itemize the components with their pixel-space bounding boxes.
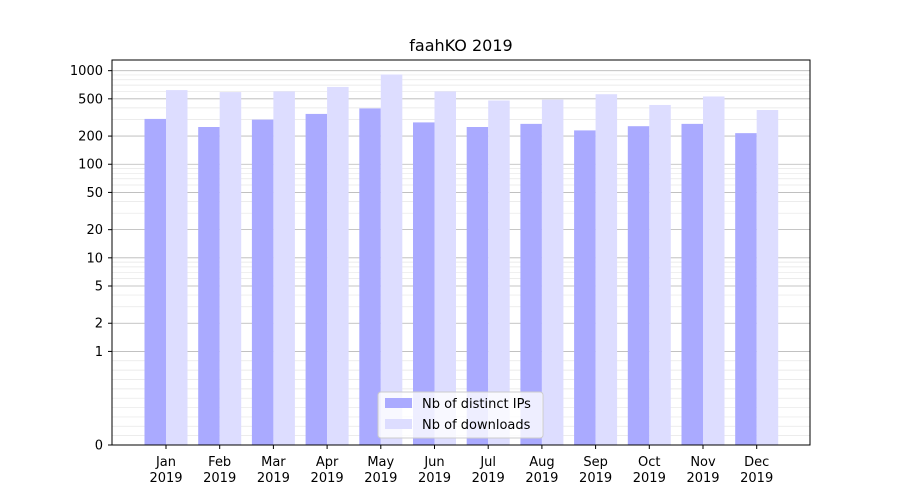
y-axis: 0 1 2 5 10 20 50 100 200 500 1000 (70, 64, 112, 454)
bar (520, 123, 542, 445)
bar (649, 104, 671, 445)
x-tick-label: Jan 2019 (149, 455, 182, 486)
x-tick-label: May 2019 (364, 455, 397, 486)
bar (574, 130, 596, 446)
legend-label: Nb of distinct IPs (422, 397, 531, 412)
bar (359, 108, 381, 446)
legend-swatch (385, 398, 412, 408)
y-tick-label: 500 (78, 92, 103, 107)
bar (541, 99, 564, 445)
x-tick-label: Jun 2019 (418, 455, 451, 486)
bar (434, 91, 456, 445)
y-tick-label: 2 (95, 317, 103, 332)
bar (251, 119, 274, 446)
bar (595, 94, 618, 445)
bar (144, 118, 166, 445)
legend-box (377, 391, 544, 439)
legend: Nb of distinct IPs Nb of downloads (377, 391, 544, 439)
x-tick-label: Aug 2019 (525, 455, 558, 486)
x-tick-label: Feb 2019 (203, 455, 236, 486)
bar (703, 96, 725, 446)
x-axis: Jan 2019 Feb 2019 Mar 2019 Apr 2019 May 2019 Jun 20… (149, 445, 773, 486)
chart-title: faahKO 2019 (409, 36, 512, 55)
bar (380, 74, 403, 446)
y-tick-label: 20 (86, 223, 103, 238)
plot-frame (111, 59, 811, 446)
bar (735, 133, 757, 446)
bar (627, 126, 650, 445)
bar (413, 122, 435, 445)
y-tick-label: 200 (78, 130, 103, 145)
y-tick-label: 1 (95, 345, 103, 360)
bar (466, 127, 489, 445)
x-tick-label: Jul 2019 (472, 455, 505, 486)
bar (166, 90, 188, 445)
y-tick-label: 1000 (70, 64, 103, 79)
bar (198, 127, 220, 445)
legend-label: Nb of downloads (422, 418, 531, 433)
bar (273, 91, 295, 445)
x-tick-label: Mar 2019 (257, 455, 290, 486)
bars (144, 74, 779, 446)
y-tick-label: 10 (86, 251, 103, 266)
bar (488, 100, 510, 445)
y-tick-label: 5 (95, 280, 103, 295)
x-tick-label: Nov 2019 (686, 455, 719, 486)
bar (327, 86, 349, 445)
bar (219, 92, 242, 446)
x-tick-label: Sep 2019 (579, 455, 612, 486)
bar (681, 123, 703, 445)
y-tick-label: 0 (95, 439, 103, 454)
legend-swatch (385, 419, 412, 429)
y-tick-label: 100 (78, 158, 103, 173)
y-tick-label: 50 (86, 186, 103, 201)
bar (756, 109, 779, 446)
bar (305, 113, 328, 446)
x-tick-label: Dec 2019 (740, 455, 773, 486)
x-tick-label: Apr 2019 (311, 455, 344, 486)
x-tick-label: Oct 2019 (633, 455, 666, 486)
